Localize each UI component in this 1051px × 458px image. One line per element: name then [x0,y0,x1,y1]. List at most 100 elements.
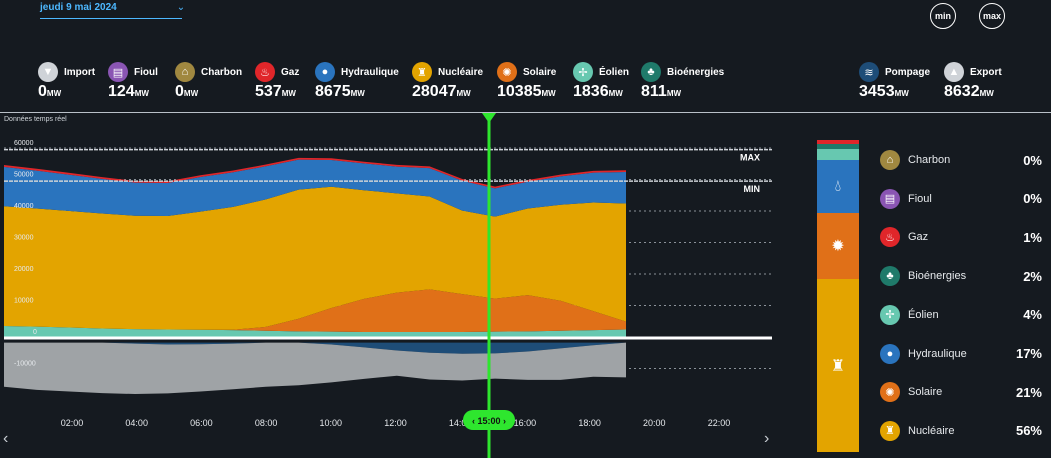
source-éolien: ✢ Éolien 1836MW [573,62,629,101]
source-value: 1836MW [573,83,629,101]
chevron-up-icon: ▲ [944,62,964,82]
x-tick-label: 04:00 [125,418,148,428]
source-value-number: 10385 [497,83,542,100]
legend-label: Gaz [908,231,929,244]
legend-row: ♜ Nucléaire 56% [880,420,1042,441]
legend-percent: 56% [1015,423,1042,439]
source-value: 124MW [108,83,158,101]
stack-solaire: ✹ [817,213,859,279]
min-button[interactable]: min [930,3,956,29]
x-tick-label: 16:00 [514,418,537,428]
legend-row: ♨ Gaz 1% [880,227,1042,248]
source-value-unit: MW [46,89,62,98]
source-value-number: 8675 [315,83,351,100]
legend-row: ♣ Bioénergies 2% [880,266,1042,287]
legend-percent: 2% [1023,268,1042,284]
source-value-number: 3453 [859,83,895,100]
date-selector[interactable]: jeudi 9 mai 2024 ⌄ [40,2,185,19]
source-value: 10385MW [497,83,556,101]
source-value-unit: MW [350,89,365,98]
legend-row: ▤ Fioul 0% [880,188,1042,209]
legend-row: ✢ Éolien 4% [880,304,1042,325]
legend-percent: 17% [1015,346,1042,361]
source-value: 537MW [255,83,299,101]
source-value-unit: MW [456,89,471,98]
source-value-unit: MW [134,89,149,98]
source-hydraulique: ● Hydraulique 8675MW [315,62,399,101]
legend-percent: 0% [1023,191,1042,207]
realtime-label: Données temps réel [4,116,67,123]
legend-percent: 1% [1023,229,1042,245]
nuclear-plant-icon: ♜ [412,62,432,82]
source-label: Export [970,66,1002,78]
source-value-unit: MW [183,89,199,98]
source-value: 0MW [38,83,95,101]
flame-icon: ♨ [255,62,275,82]
legend-label: Charbon [908,154,951,166]
area-series-export [4,342,626,395]
legend-label: Solaire [908,386,943,399]
source-nucléaire: ♜ Nucléaire 28047MW [412,62,483,101]
date-underline [40,18,182,19]
source-label: Gaz [281,66,300,78]
time-cursor-pill[interactable] [463,410,515,430]
max-button[interactable]: max [979,3,1005,29]
x-tick-label: 20:00 [643,418,666,428]
source-solaire: ✺ Solaire 10385MW [497,62,556,101]
y-tick-label: 40000 [14,203,34,210]
source-value: 8632MW [944,83,1002,101]
source-export: ▲ Export 8632MW [944,62,1002,101]
y-tick-label: -10000 [14,361,36,368]
source-value-number: 0 [38,83,47,100]
source-value-number: 8632 [944,83,980,100]
source-value: 0MW [175,83,242,101]
stack-nucleaire: ♜ [817,279,859,452]
source-value: 811MW [641,83,724,101]
wind-turbine-icon: ✢ [573,62,593,82]
source-gaz: ♨ Gaz 537MW [255,62,299,101]
next-day-arrow[interactable]: › [764,430,770,447]
production-chart[interactable]: MAX MIN 60000 50000 40000 30000 20000 10000 0 -10… [0,113,790,458]
time-cursor-label: ‹ 15:00 › [472,416,506,426]
pumping-icon: ≋ [859,62,879,82]
legend-percent: 0% [1023,152,1042,168]
x-tick-label: 06:00 [190,418,213,428]
y-tick-label: 50000 [14,172,34,179]
water-drop-icon: 💧︎ [834,177,842,195]
source-value-unit: MW [666,89,682,98]
source-value-number: 124 [108,83,135,100]
sun-icon: ✺ [497,62,517,82]
x-tick-label: 14:00 [449,418,472,428]
stack-gaz [817,140,859,144]
legend-label: Éolien [908,308,939,321]
previous-day-arrow[interactable]: ‹ [3,430,9,447]
coal-icon: ⌂ [175,62,195,82]
source-value-unit: MW [894,89,909,98]
source-charbon: ⌂ Charbon 0MW [175,62,242,101]
time-cursor-handle[interactable] [482,113,496,123]
source-value-unit: MW [979,89,994,98]
source-value-unit: MW [541,89,556,98]
source-fioul: ▤ Fioul 124MW [108,62,158,101]
chevron-down-icon: ▼ [38,62,58,82]
header-divider [0,112,1051,113]
source-import: ▼ Import 0MW [38,62,95,101]
sun-icon: ✺ [880,382,900,403]
source-value: 8675MW [315,83,399,101]
source-label: Éolien [599,66,630,78]
source-value: 3453MW [859,83,930,101]
nuclear-plant-icon: ♜ [880,420,900,441]
stack-bioenergies [817,144,859,149]
x-tick-label: 22:00 [708,418,731,428]
legend-label: Fioul [908,192,932,205]
y-tick-label: 0 [33,329,37,336]
sun-icon: ✹ [831,238,845,255]
stack-hydraulique: 💧︎ [817,160,859,213]
source-label: Hydraulique [341,66,399,78]
source-label: Solaire [523,66,557,78]
oil-barrel-icon: ▤ [108,62,128,82]
y-tick-label: 30000 [14,235,34,242]
mix-stacked-bar: 💧︎ ✹ ♜ [817,140,859,452]
x-tick-label: 10:00 [320,418,343,428]
legend-row: ● Hydraulique 17% [880,343,1042,364]
